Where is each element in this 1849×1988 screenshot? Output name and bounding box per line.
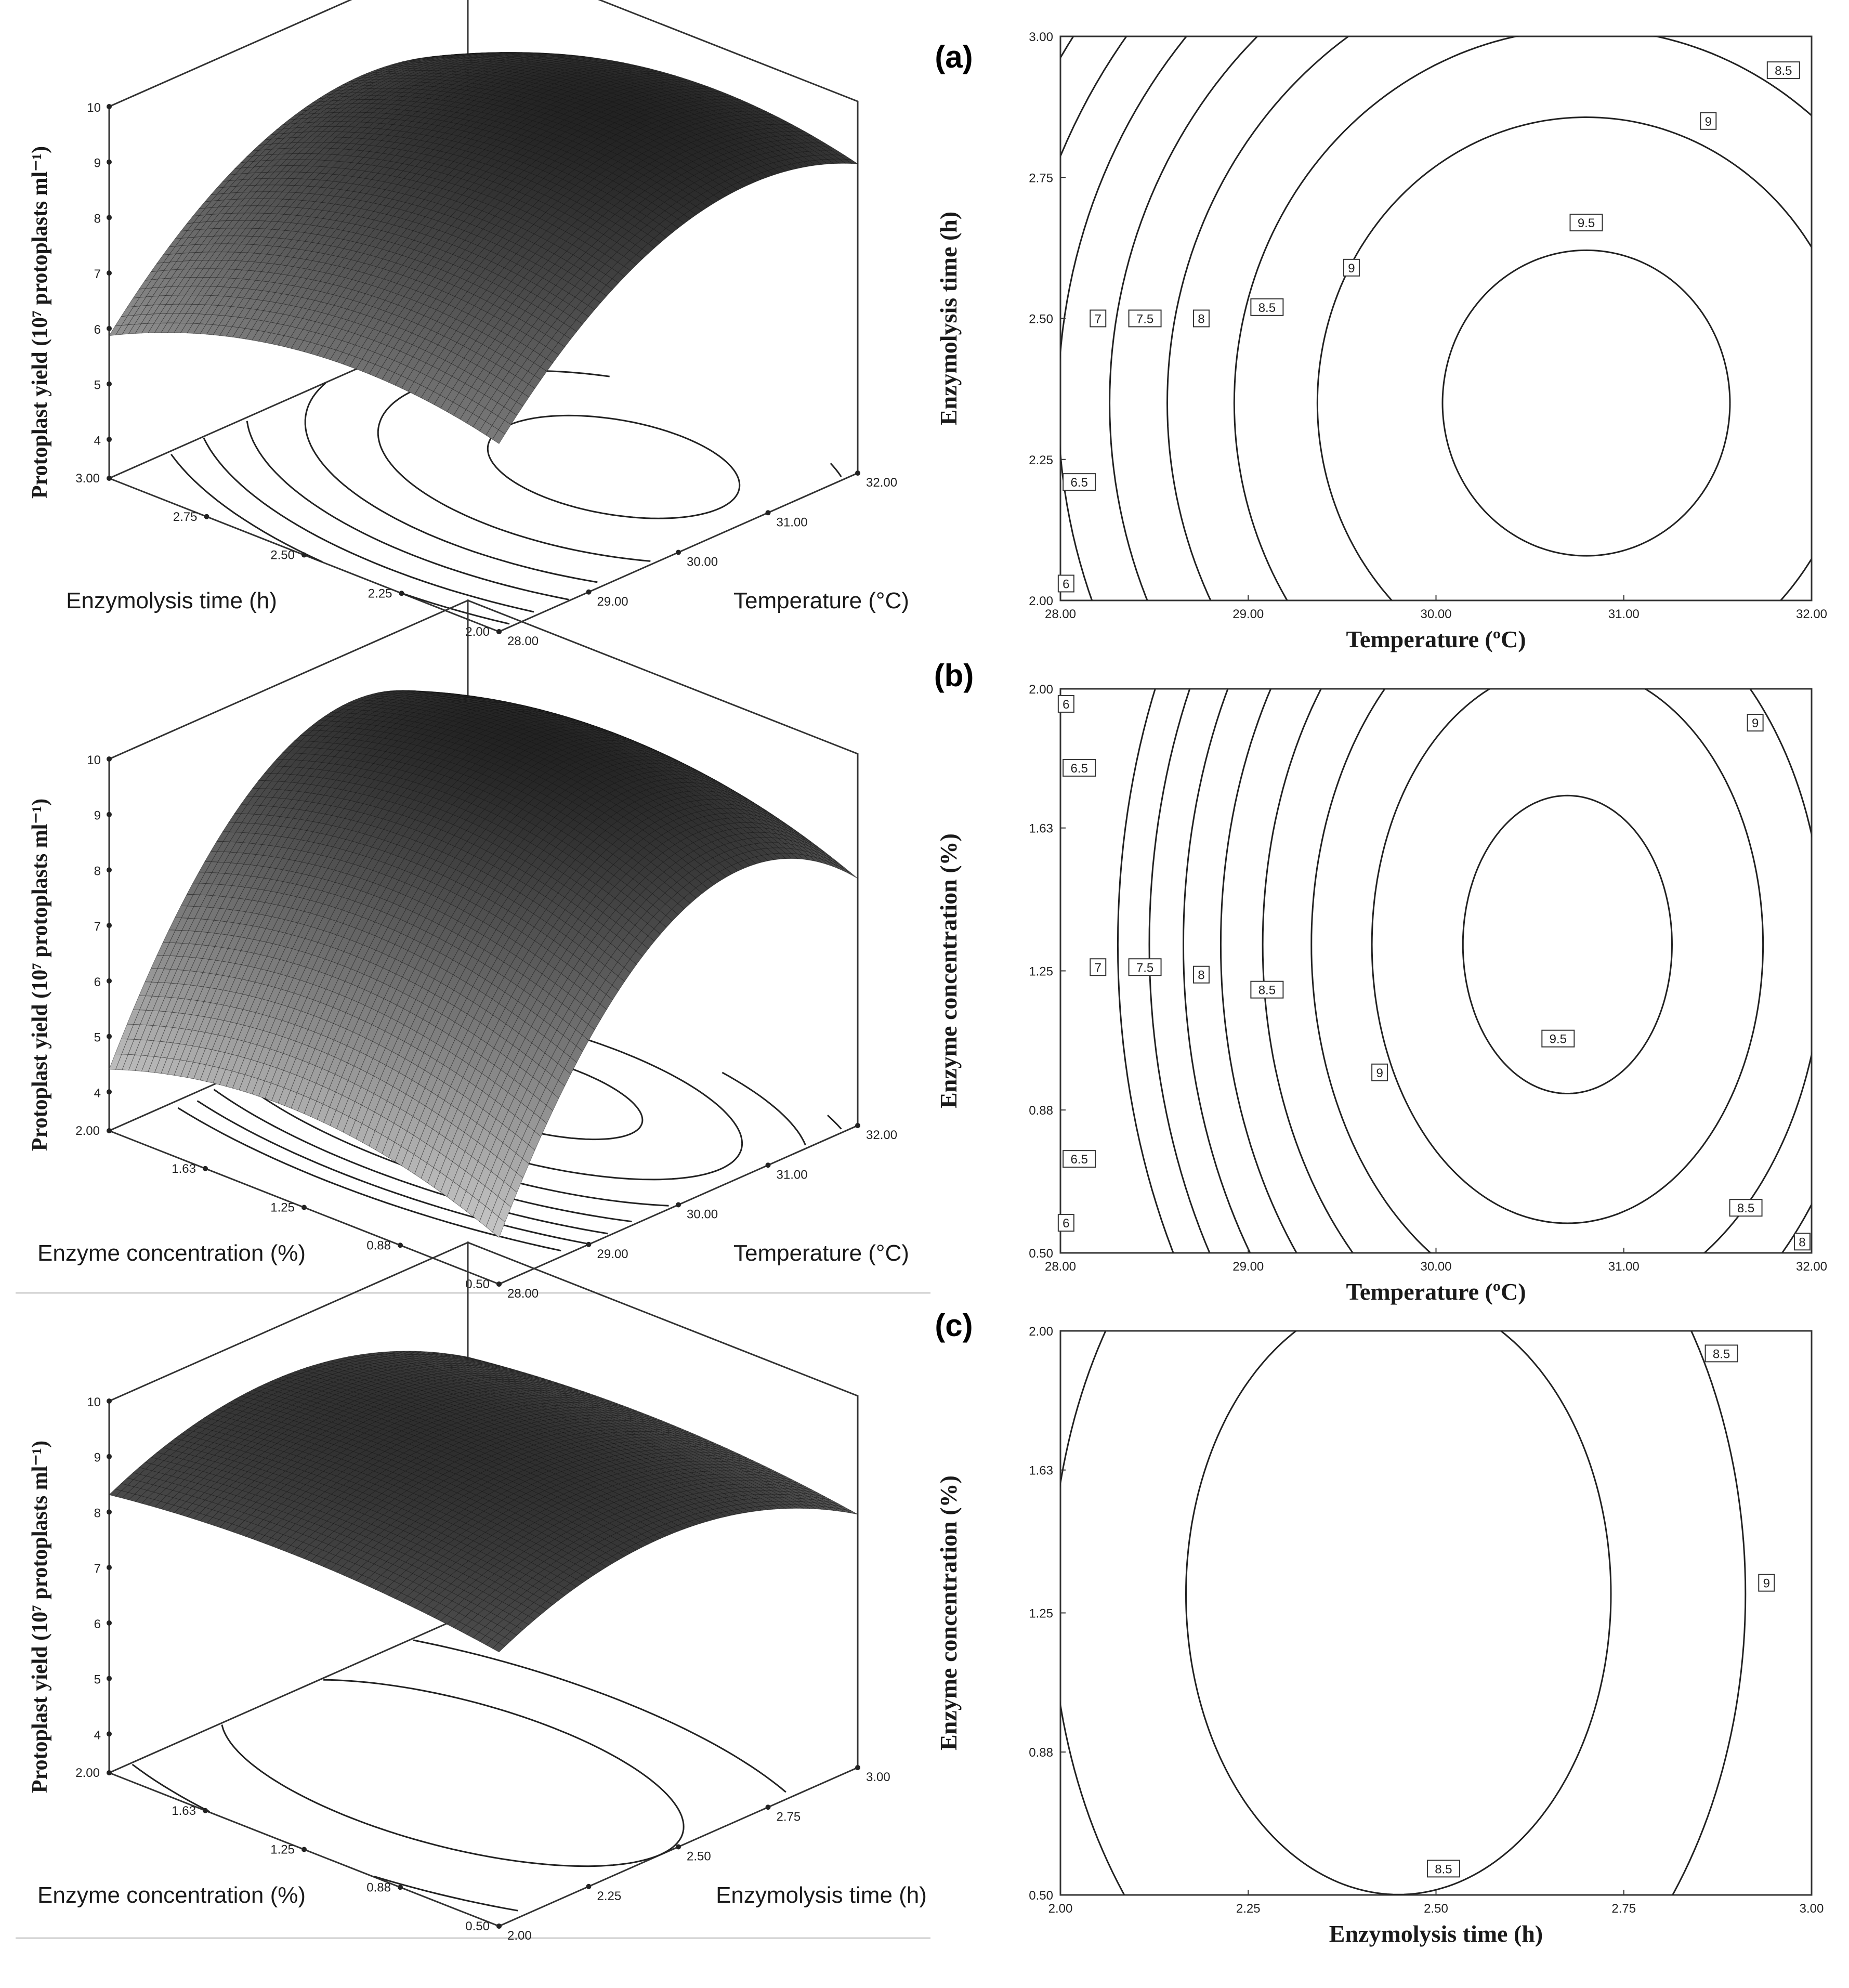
- y-tick-label: 2.50: [1029, 312, 1053, 326]
- contour-label: 6: [1063, 577, 1069, 591]
- x-tick-label: 30.00: [1420, 607, 1451, 621]
- x-tick-label: 32.00: [866, 476, 897, 490]
- contour-label: 9: [1348, 261, 1355, 276]
- x-tick-label: 29.00: [1232, 607, 1264, 621]
- contour-label: 7.5: [1136, 312, 1153, 326]
- y-axis-label: Enzymolysis time (h): [66, 588, 277, 613]
- z-tick-label: 4: [94, 434, 101, 448]
- y-tick-label: 3.00: [75, 472, 100, 486]
- y-tick-label: 3.00: [1029, 30, 1053, 44]
- contour-label: 9.5: [1578, 216, 1595, 230]
- z-tick-mark: [107, 104, 112, 109]
- x-axis-label: Temperature (ºC): [1346, 626, 1526, 652]
- z-tick-label: 6: [94, 323, 101, 337]
- y-tick-label: 2.75: [173, 510, 198, 524]
- z-tick-mark: [107, 437, 112, 442]
- z-tick-label: 10: [87, 101, 101, 115]
- z-tick-label: 9: [94, 156, 101, 171]
- floor-contour-line: [203, 437, 534, 613]
- x-axis-label: Temperature (°C): [733, 588, 909, 613]
- x-tick-label: 28.00: [507, 634, 539, 648]
- x-tick-mark: [496, 629, 502, 634]
- y-tick-label: 2.00: [465, 625, 490, 639]
- y-tick-label: 2.00: [1029, 594, 1053, 608]
- x-tick-mark: [855, 470, 860, 476]
- contour-label: 8.5: [1258, 301, 1276, 315]
- x-tick-mark: [676, 550, 681, 555]
- x-tick-label: 28.00: [1045, 607, 1076, 621]
- contour-label: 8.5: [1775, 64, 1792, 78]
- x-tick-label: 31.00: [1608, 607, 1640, 621]
- y-tick-mark: [107, 476, 112, 481]
- floor-contour-line: [487, 414, 741, 519]
- surface-mesh: [109, 52, 859, 444]
- y-tick-label: 2.25: [1029, 453, 1053, 467]
- z-tick-mark: [107, 325, 112, 331]
- y-tick-mark: [399, 591, 404, 596]
- z-tick-mark: [107, 159, 112, 165]
- contour-label: 8: [1198, 312, 1204, 326]
- z-tick-mark: [107, 215, 112, 220]
- z-axis-label: Protoplast yield (10⁷ protoplasts ml⁻¹): [28, 146, 52, 499]
- x-tick-mark: [586, 589, 592, 595]
- y-tick-label: 2.50: [270, 548, 295, 563]
- x-tick-label: 29.00: [597, 595, 628, 609]
- y-axis-label: Enzymolysis time (h): [935, 212, 962, 425]
- z-tick-mark: [107, 381, 112, 387]
- z-tick-label: 5: [94, 378, 101, 393]
- y-tick-label: 2.25: [368, 586, 392, 600]
- y-tick-label: 2.75: [1029, 171, 1053, 185]
- y-tick-mark: [204, 514, 209, 519]
- contour-label: 6.5: [1070, 476, 1087, 490]
- floor-contour-line: [171, 453, 510, 625]
- z-tick-mark: [107, 270, 112, 276]
- y-tick-mark: [301, 552, 307, 558]
- z-tick-label: 7: [94, 267, 101, 281]
- panels-root: 4 5 6 7 8 9 10 2.00 2.25 2.50 2.75 3.00 28.00 29.00 30…: [28, 0, 1827, 1947]
- x-tick-label: 31.00: [777, 515, 808, 529]
- x-tick-label: 32.00: [1796, 607, 1827, 621]
- z-tick-label: 8: [94, 212, 101, 226]
- contour-label: 9: [1705, 115, 1712, 129]
- x-tick-mark: [765, 510, 771, 516]
- surface-panel: 4 5 6 7 8 9 10 2.00 2.25 2.50 2.75 3.00 28.00 29.00 30…: [28, 0, 909, 648]
- x-tick-label: 30.00: [687, 555, 718, 569]
- floor-contour-line: [246, 421, 569, 600]
- contour-label: 7: [1095, 312, 1101, 326]
